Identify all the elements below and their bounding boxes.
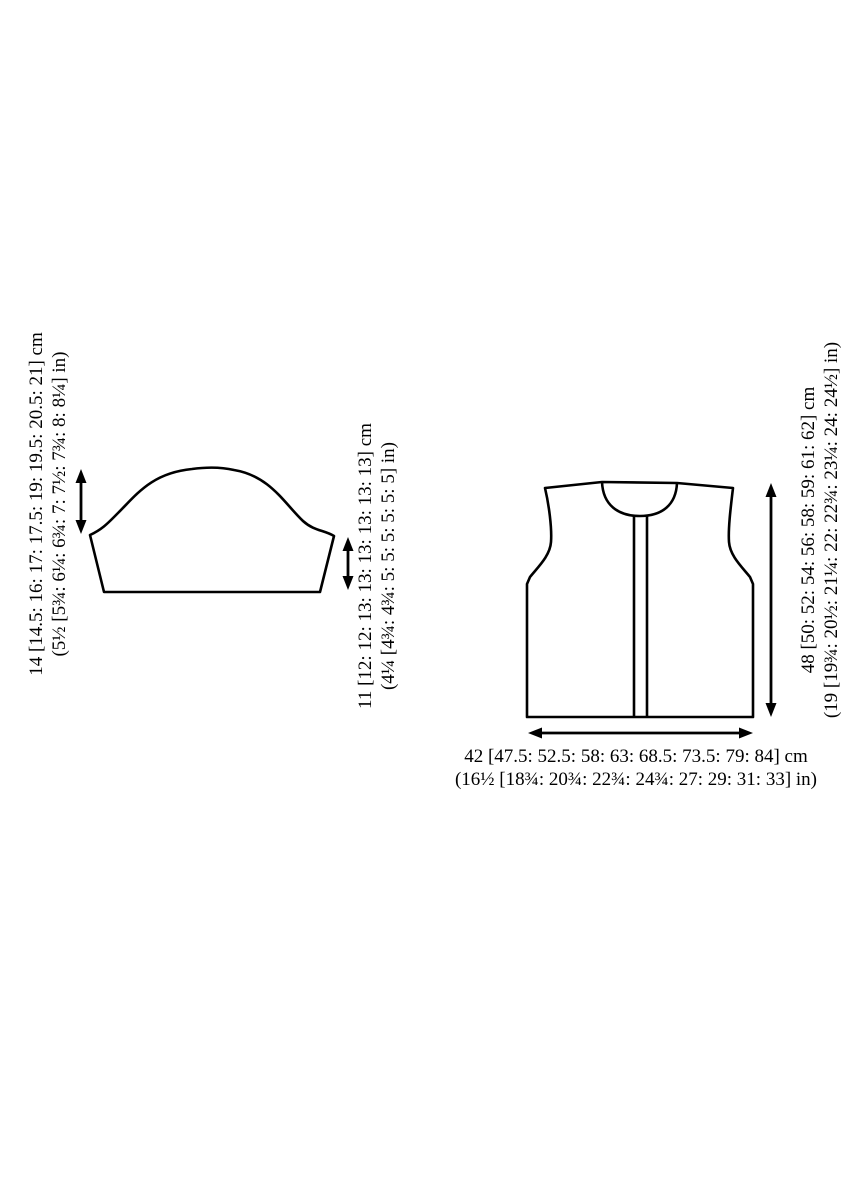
body-width-label: 42 [47.5: 52.5: 58: 63: 68.5: 73.5: 79: … <box>396 745 848 791</box>
body-length-cm: 48 [50: 52: 54: 56: 58: 59: 61: 62] cm <box>798 386 819 674</box>
sleeve-underarm-inches: (4¼ [4¾: 4¾: 5: 5: 5: 5: 5: 5] in) <box>378 441 399 691</box>
sleeve-schematic-shape <box>88 466 336 594</box>
sleeve-cap-height-cm: 14 [14.5: 16: 17: 17.5: 19: 19.5: 20.5: … <box>26 332 47 676</box>
sleeve-underarm-arrow <box>342 537 354 590</box>
sleeve-underarm-cm: 11 [12: 12: 13: 13: 13: 13: 13: 13] cm <box>355 423 376 709</box>
body-width-cm: 42 [47.5: 52.5: 58: 63: 68.5: 73.5: 79: … <box>464 746 808 767</box>
sleeve-cap-height-label: 14 [14.5: 16: 17: 17.5: 19: 19.5: 20.5: … <box>25 264 71 744</box>
sleeve-cap-height-arrow <box>75 469 87 534</box>
body-length-arrow <box>765 483 777 717</box>
body-width-inches: (16½ [18¾: 20¾: 22¾: 24¾: 27: 29: 31: 33… <box>454 769 818 790</box>
sleeve-cap-height-inches: (5½ [5¾: 6¼: 6¾: 7: 7½: 7¾: 8: 8¼] in) <box>49 351 70 657</box>
body-length-inches: (19 [19¾: 20½: 21¼: 22: 22¾: 23¼: 24: 24… <box>821 341 842 719</box>
sleeve-underarm-label: 11 [12: 12: 13: 13: 13: 13: 13: 13] cm (… <box>354 326 400 806</box>
neckline-curve <box>600 481 679 518</box>
body-schematic-shape <box>525 480 755 719</box>
body-length-label: 48 [50: 52: 54: 56: 58: 59: 61: 62] cm (… <box>797 290 843 770</box>
body-width-arrow <box>528 727 753 739</box>
